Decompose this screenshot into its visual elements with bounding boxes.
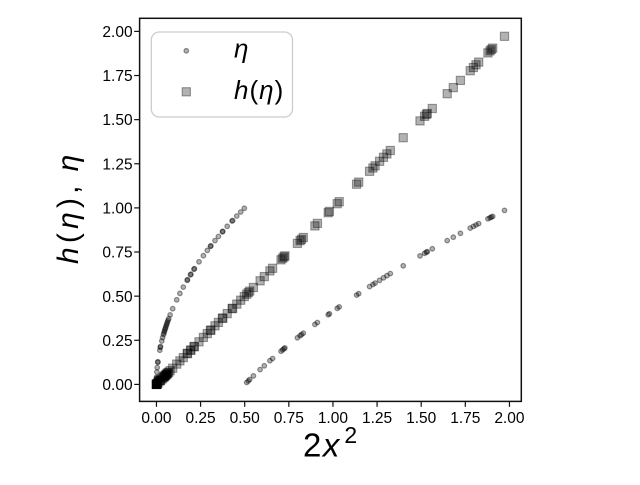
svg-text:0.25: 0.25 (186, 410, 216, 427)
svg-text:0.00: 0.00 (102, 377, 133, 394)
svg-text:1.00: 1.00 (102, 201, 133, 218)
svg-text:0.00: 0.00 (141, 410, 172, 427)
svg-text:1.25: 1.25 (362, 410, 392, 427)
svg-text:0.75: 0.75 (102, 245, 132, 262)
svg-text:η: η (234, 34, 248, 64)
svg-text:1.75: 1.75 (450, 410, 480, 427)
svg-text:0.75: 0.75 (274, 410, 304, 427)
svg-text:1.50: 1.50 (102, 112, 133, 129)
svg-text:0.25: 0.25 (102, 333, 132, 350)
svg-text:2.00: 2.00 (494, 410, 525, 427)
svg-text:2.00: 2.00 (102, 24, 133, 41)
svg-text:1.25: 1.25 (102, 156, 132, 173)
svg-text:h(η): h(η) (234, 75, 284, 105)
svg-text:0.50: 0.50 (102, 289, 133, 306)
svg-text:1.75: 1.75 (102, 68, 132, 85)
svg-text:1.50: 1.50 (406, 410, 437, 427)
svg-text:1.00: 1.00 (318, 410, 349, 427)
svg-text:h(η),η: h(η),η (52, 150, 85, 264)
svg-text:2x2: 2x 2 (303, 422, 357, 464)
svg-text:0.50: 0.50 (230, 410, 261, 427)
